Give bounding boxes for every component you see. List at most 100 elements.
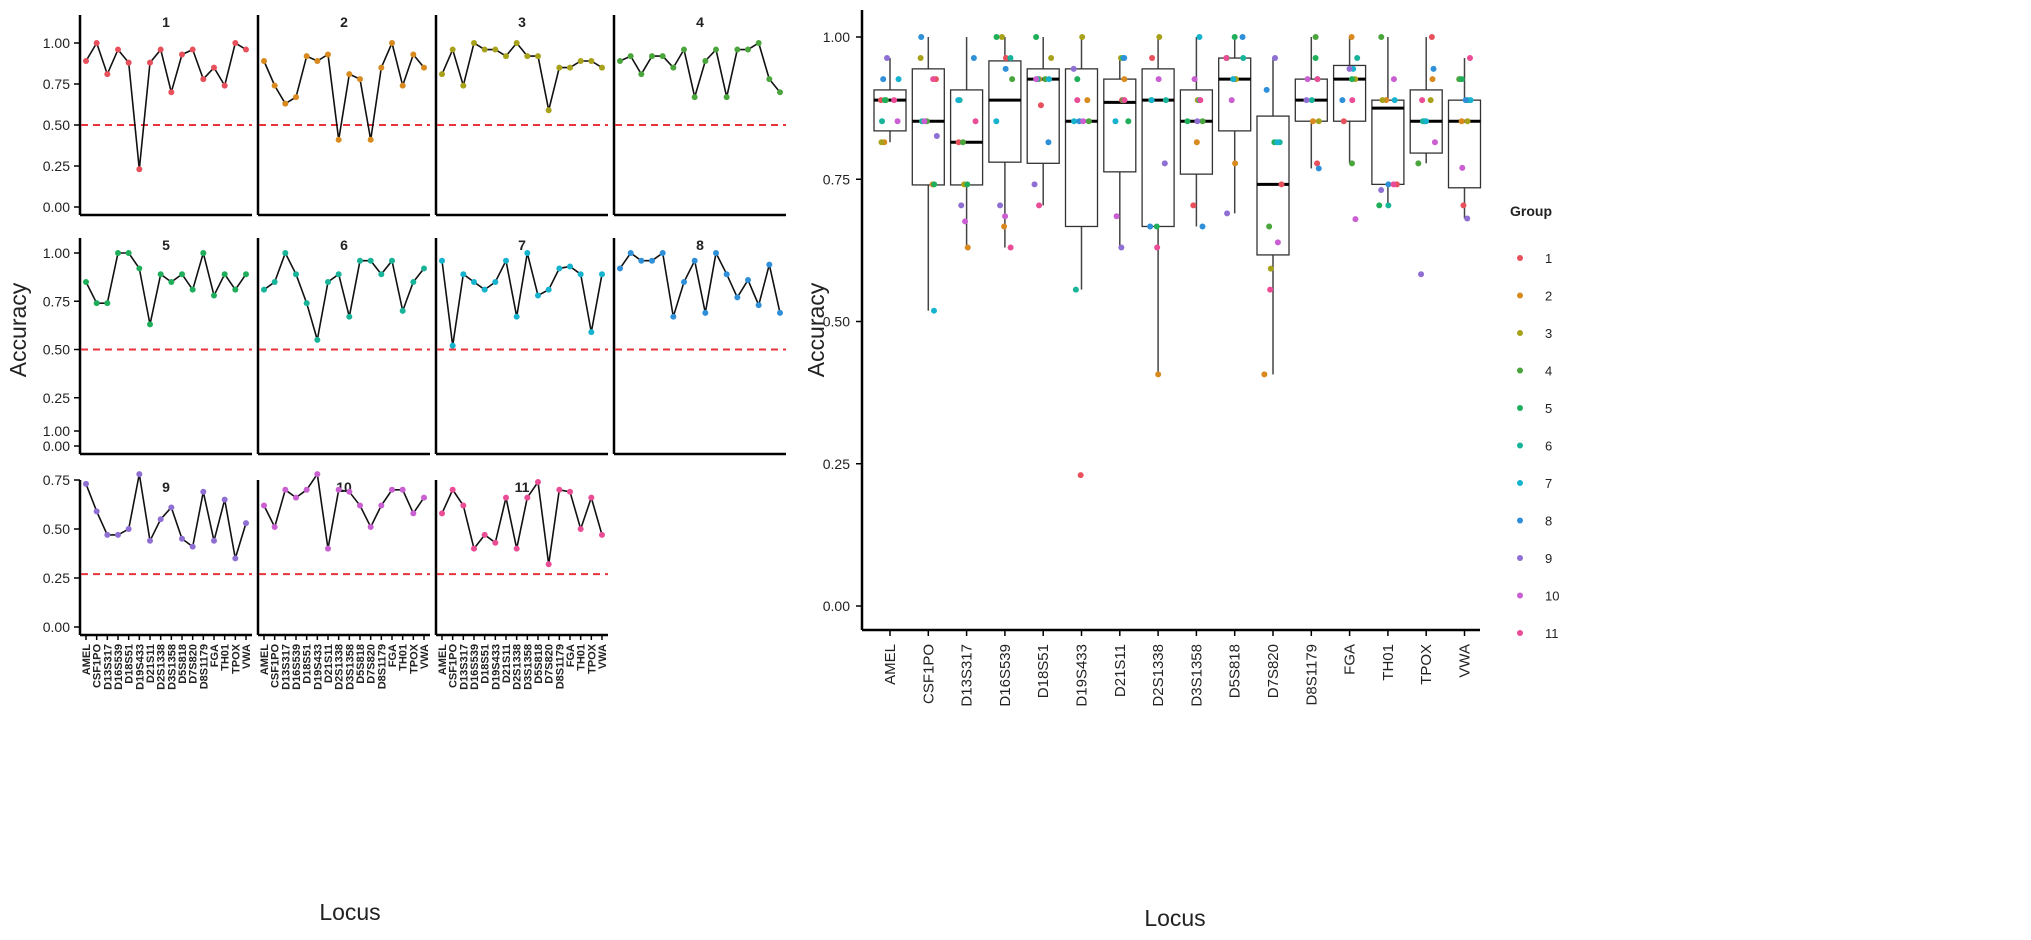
y-tick-label: 0.00 [43, 619, 70, 635]
data-point [410, 51, 417, 58]
data-point [200, 250, 207, 256]
data-point [1190, 202, 1197, 209]
box-D3S1358 [1179, 34, 1214, 230]
data-point [460, 502, 467, 509]
data-point [577, 271, 584, 278]
data-point [179, 271, 185, 278]
legend-swatch [1517, 405, 1523, 411]
box-D19S433 [1064, 34, 1099, 479]
x-tick-label: TPOX [586, 643, 598, 674]
data-point [649, 53, 655, 60]
data-point [567, 488, 573, 495]
data-point [104, 71, 111, 78]
facet-title: 2 [340, 14, 348, 30]
x-tick-label: D2S1338 [156, 644, 168, 690]
x-tick-label: TH01 [398, 644, 410, 671]
box-D8S1179 [1294, 34, 1328, 172]
data-point [221, 82, 228, 89]
box-body [1179, 89, 1214, 175]
data-point [1223, 55, 1230, 62]
data-point [1037, 102, 1044, 109]
data-point [492, 278, 499, 285]
data-point [878, 139, 885, 146]
x-axis-title: Locus [319, 899, 380, 925]
data-point [1033, 34, 1040, 40]
data-point [964, 181, 971, 188]
data-point [1161, 160, 1168, 167]
data-point [1308, 97, 1315, 104]
facet-panel-4: 4 [612, 14, 786, 217]
x-tick-label: TPOX [408, 643, 420, 674]
legend-swatch [1517, 367, 1523, 374]
data-point [104, 531, 111, 538]
legend-label: 11 [1545, 626, 1559, 641]
data-point [894, 118, 901, 125]
data-point [221, 271, 228, 278]
data-point [588, 494, 595, 501]
data-point [449, 342, 456, 349]
data-point [303, 300, 310, 307]
data-point [243, 46, 249, 53]
y-tick-label: 0.50 [43, 521, 70, 537]
data-point [535, 292, 541, 299]
data-point [599, 64, 605, 71]
data-point [734, 46, 741, 53]
data-point [755, 40, 762, 46]
data-point [1423, 118, 1430, 125]
data-point [211, 537, 217, 544]
data-point [335, 136, 342, 143]
data-point [147, 59, 153, 66]
facet-panel-10: 10AMELCSF1POD13S317D16S539D18S51D19S433D… [256, 471, 431, 690]
legend-title: Group [1510, 203, 1552, 219]
box-D21S11 [1103, 55, 1137, 251]
legend-swatch [1517, 330, 1523, 336]
data-point [1467, 97, 1474, 104]
data-point [1125, 118, 1132, 125]
facet-panel-5: 5 [78, 237, 252, 456]
x-tick-label: AMEL [882, 644, 899, 685]
facet-title: 3 [518, 14, 526, 30]
data-point [617, 265, 623, 272]
y-tick-label: 1.00 [823, 29, 850, 45]
x-tick-label: D19S433 [1074, 644, 1091, 707]
data-point [1228, 97, 1235, 104]
data-point [1154, 244, 1161, 251]
data-point [1462, 97, 1469, 104]
data-point [399, 486, 406, 493]
data-point [1148, 97, 1155, 104]
data-point [766, 261, 773, 268]
data-point [314, 58, 321, 65]
facet-panel-7: 7 [434, 237, 608, 456]
data-point [157, 516, 164, 523]
data-point [1162, 97, 1169, 104]
data-point [503, 53, 509, 60]
x-tick-label: D2S1338 [1150, 644, 1167, 707]
data-point [189, 286, 196, 293]
facet-panel-9: 9AMELCSF1POD13S317D16S539D18S51D19S433D2… [78, 471, 253, 690]
y-tick-label: 0.75 [43, 472, 70, 488]
data-point [1080, 118, 1087, 125]
series-line-group-7 [441, 252, 603, 346]
data-point [136, 166, 143, 173]
data-point [970, 55, 977, 62]
x-tick-label: D16S539 [469, 644, 481, 690]
y-tick-label: 0.75 [823, 171, 850, 187]
data-point [460, 82, 467, 89]
x-tick-label: D19S433 [490, 644, 502, 690]
box-body [1218, 57, 1252, 132]
data-point [410, 510, 417, 517]
box-body [1026, 68, 1060, 164]
data-point [157, 271, 164, 278]
data-point [221, 496, 228, 503]
data-point [1199, 223, 1206, 230]
box-body [873, 89, 907, 132]
data-point [921, 118, 928, 125]
data-point [439, 257, 445, 264]
data-point [1231, 34, 1238, 40]
data-point [481, 531, 488, 538]
data-point [880, 76, 887, 83]
x-tick-label: CSF1PO [448, 644, 460, 688]
y-tick-label: 0.75 [43, 76, 70, 92]
x-tick-label: D18S51 [124, 644, 136, 684]
x-tick-label: D13S317 [280, 644, 292, 690]
